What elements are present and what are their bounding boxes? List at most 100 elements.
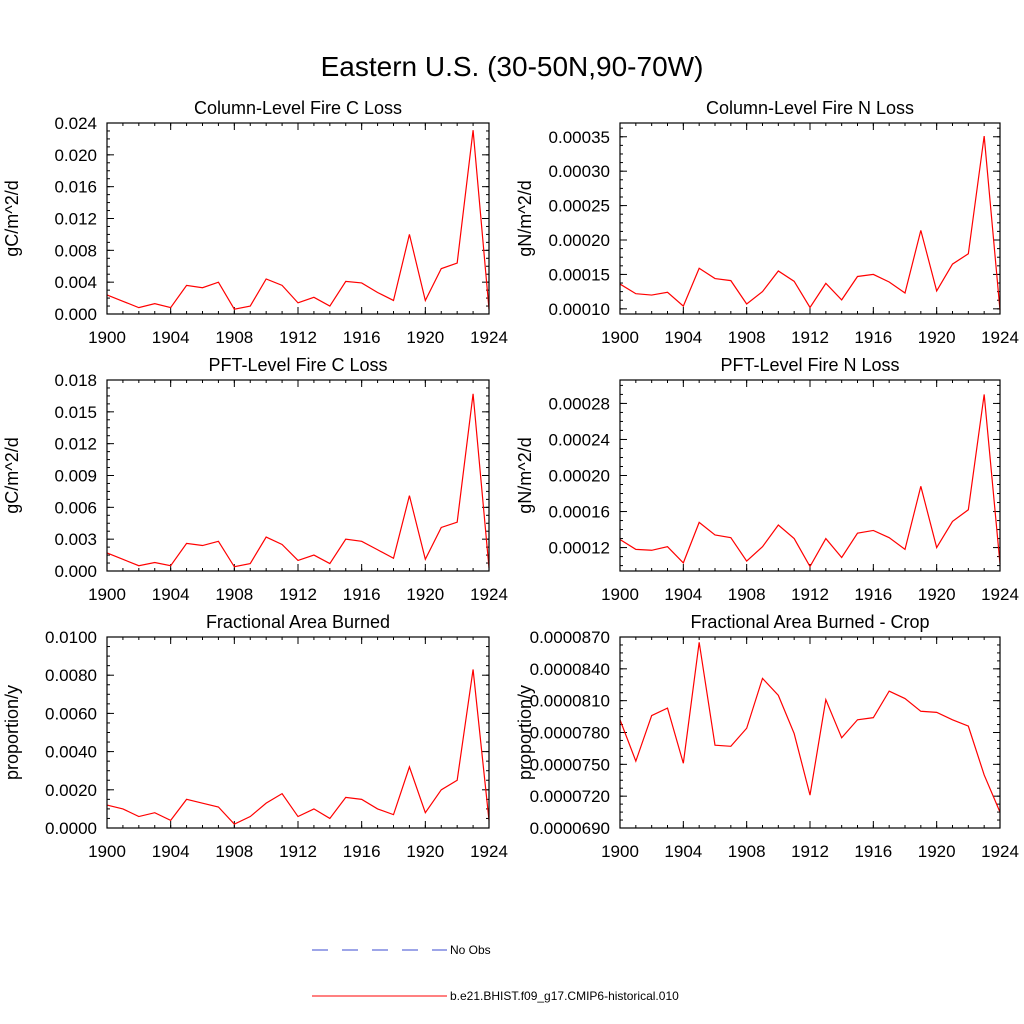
y-tick-label: 0.006 xyxy=(54,498,97,517)
x-tick-label: 1920 xyxy=(918,842,956,861)
panel-title: Column-Level Fire N Loss xyxy=(706,98,914,118)
y-tick-label: 0.00016 xyxy=(549,503,610,522)
y-tick-label: 0.0100 xyxy=(45,628,97,647)
x-tick-label: 1920 xyxy=(406,585,444,604)
x-tick-label: 1900 xyxy=(88,585,126,604)
x-tick-label: 1900 xyxy=(601,585,639,604)
y-tick-label: 0.024 xyxy=(54,114,97,133)
legend-label-2: b.e21.BHIST.f09_g17.CMIP6-historical.010 xyxy=(450,989,679,1003)
y-tick-label: 0.008 xyxy=(54,241,97,260)
y-axis-label: proportion/y xyxy=(515,685,535,780)
y-tick-label: 0.0040 xyxy=(45,743,97,762)
y-tick-label: 0.0000870 xyxy=(530,628,610,647)
y-tick-label: 0.0000 xyxy=(45,819,97,838)
y-axis-label: gN/m^2/d xyxy=(515,437,535,513)
panel-title: Fractional Area Burned xyxy=(206,612,390,632)
plot-frame xyxy=(619,379,1001,572)
plot-frame xyxy=(619,122,1001,315)
y-tick-label: 0.004 xyxy=(54,273,97,292)
series-line xyxy=(106,130,490,310)
x-tick-label: 1916 xyxy=(854,328,892,347)
plot-frame xyxy=(619,636,1001,829)
y-tick-label: 0.00020 xyxy=(549,467,610,486)
y-tick-label: 0.000 xyxy=(54,562,97,581)
x-tick-label: 1912 xyxy=(279,328,317,347)
y-tick-label: 0.0000750 xyxy=(530,755,610,774)
x-tick-label: 1908 xyxy=(728,328,766,347)
y-axis-label: gN/m^2/d xyxy=(515,180,535,256)
series-line xyxy=(106,669,490,825)
x-tick-label: 1908 xyxy=(215,585,253,604)
series-line xyxy=(106,393,490,568)
y-tick-label: 0.00035 xyxy=(549,128,610,147)
x-tick-label: 1900 xyxy=(601,842,639,861)
series-line xyxy=(619,135,1001,311)
y-tick-label: 0.012 xyxy=(54,210,97,229)
x-tick-label: 1924 xyxy=(981,585,1019,604)
x-tick-label: 1912 xyxy=(279,585,317,604)
x-tick-label: 1920 xyxy=(406,328,444,347)
panels: Column-Level Fire C Loss gC/m^2/d 1900 1904… xyxy=(2,98,1019,861)
y-tick-label: 0.003 xyxy=(54,530,97,549)
y-tick-label: 0.018 xyxy=(54,371,97,390)
y-tick-label: 0.012 xyxy=(54,435,97,454)
x-tick-label: 1924 xyxy=(470,585,508,604)
x-tick-label: 1916 xyxy=(343,842,381,861)
x-tick-label: 1912 xyxy=(791,585,829,604)
y-axis-label: proportion/y xyxy=(2,685,22,780)
x-tick-label: 1916 xyxy=(343,585,381,604)
panel-title: PFT-Level Fire N Loss xyxy=(720,355,899,375)
y-axis-label: gC/m^2/d xyxy=(2,180,22,256)
panel-title: PFT-Level Fire C Loss xyxy=(208,355,387,375)
y-tick-label: 0.0000810 xyxy=(530,692,610,711)
x-tick-label: 1904 xyxy=(152,585,190,604)
x-tick-label: 1908 xyxy=(215,328,253,347)
x-tick-label: 1904 xyxy=(664,585,702,604)
x-tick-label: 1912 xyxy=(279,842,317,861)
x-tick-label: 1908 xyxy=(215,842,253,861)
x-tick-label: 1904 xyxy=(152,842,190,861)
y-tick-label: 0.020 xyxy=(54,146,97,165)
x-tick-label: 1916 xyxy=(854,585,892,604)
chart-panel-1: Column-Level Fire C Loss gC/m^2/d 1900 1904… xyxy=(2,98,508,347)
x-tick-label: 1924 xyxy=(981,842,1019,861)
y-tick-label: 0.009 xyxy=(54,467,97,486)
x-tick-label: 1900 xyxy=(601,328,639,347)
y-tick-label: 0.0080 xyxy=(45,666,97,685)
figure-title: Eastern U.S. (30-50N,90-70W) xyxy=(321,51,704,82)
x-tick-label: 1924 xyxy=(470,328,508,347)
x-tick-label: 1904 xyxy=(664,328,702,347)
y-tick-label: 0.0020 xyxy=(45,781,97,800)
panel-title: Fractional Area Burned - Crop xyxy=(690,612,929,632)
x-tick-label: 1924 xyxy=(470,842,508,861)
x-tick-label: 1916 xyxy=(854,842,892,861)
chart-panel-6: Fractional Area Burned - Crop proportion/… xyxy=(515,612,1019,861)
y-tick-label: 0.00030 xyxy=(549,162,610,181)
chart-panel-2: Column-Level Fire N Loss gN/m^2/d 1900 1904… xyxy=(515,98,1019,347)
y-tick-label: 0.0000780 xyxy=(530,724,610,743)
x-tick-label: 1924 xyxy=(981,328,1019,347)
y-tick-label: 0.00025 xyxy=(549,197,610,216)
chart-panel-4: PFT-Level Fire N Loss gN/m^2/d 1900 1904 190… xyxy=(515,355,1019,604)
series-line xyxy=(619,642,1001,813)
x-tick-label: 1920 xyxy=(918,328,956,347)
x-tick-label: 1904 xyxy=(664,842,702,861)
panel-title: Column-Level Fire C Loss xyxy=(194,98,402,118)
x-tick-label: 1900 xyxy=(88,842,126,861)
y-tick-label: 0.00028 xyxy=(549,394,610,413)
y-tick-label: 0.0060 xyxy=(45,704,97,723)
x-tick-label: 1920 xyxy=(918,585,956,604)
y-tick-label: 0.0000840 xyxy=(530,660,610,679)
plot-frame xyxy=(106,122,490,315)
x-tick-label: 1904 xyxy=(152,328,190,347)
y-tick-label: 0.00024 xyxy=(549,430,610,449)
plot-frame xyxy=(106,379,490,572)
y-tick-label: 0.00015 xyxy=(549,265,610,284)
x-tick-label: 1900 xyxy=(88,328,126,347)
y-axis-label: gC/m^2/d xyxy=(2,437,22,513)
chart-panel-5: Fractional Area Burned proportion/y 1900 19… xyxy=(2,612,508,861)
y-tick-label: 0.00012 xyxy=(549,539,610,558)
series-line xyxy=(619,394,1001,568)
y-tick-label: 0.00010 xyxy=(549,300,610,319)
